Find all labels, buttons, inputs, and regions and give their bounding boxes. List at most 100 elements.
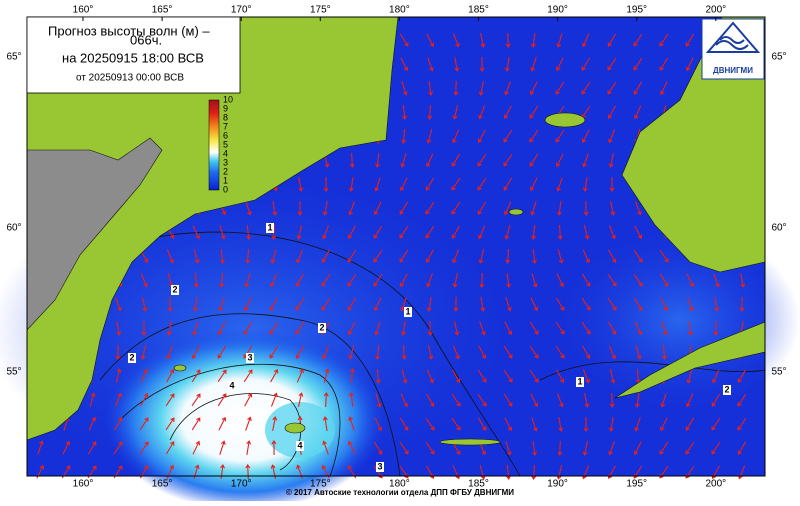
wave-arrow	[530, 57, 537, 72]
wave-arrow	[399, 273, 408, 288]
wave-arrow	[452, 129, 460, 144]
wave-arrow	[270, 249, 277, 264]
wave-arrow	[270, 464, 277, 479]
wave-arrow	[427, 57, 434, 72]
wave-arrow	[192, 440, 201, 455]
contour-label-box	[404, 307, 412, 317]
wave-arrow	[452, 345, 460, 360]
wave-arrow	[529, 369, 539, 383]
wave-arrow	[713, 273, 720, 288]
wave-arrow	[506, 464, 511, 480]
wave-arrow	[479, 56, 485, 72]
wave-arrow	[348, 416, 355, 431]
contour-label-box	[266, 223, 274, 233]
lead-time: 066ч.	[130, 32, 162, 47]
wave-arrow	[426, 393, 435, 407]
wave-arrow	[581, 321, 591, 335]
contour-label-box	[576, 377, 584, 387]
island	[284, 422, 306, 434]
wave-arrow	[659, 33, 669, 47]
wave-arrow	[452, 105, 459, 120]
wave-arrow	[427, 345, 434, 360]
wave-arrow	[425, 441, 435, 455]
contour-label-box	[246, 353, 254, 363]
map-frame	[26, 16, 766, 477]
wave-arrow	[140, 368, 148, 383]
wave-arrow	[477, 417, 487, 431]
wave-arrow	[374, 321, 381, 336]
colorbar-label: 10	[223, 94, 233, 104]
logo-waves	[715, 36, 749, 50]
wave-arrow	[347, 249, 357, 263]
wave-arrow	[609, 392, 615, 408]
wave-arrow	[322, 225, 330, 240]
wave-arrow	[454, 57, 460, 72]
wave-arrow	[374, 417, 383, 432]
wave-arrow	[115, 297, 122, 312]
wave-arrow	[453, 296, 459, 312]
colorbar-label: 0	[223, 184, 228, 194]
contour-label: 2	[319, 322, 324, 332]
valid-time: на 20250915 18:00 ВСВ	[62, 50, 204, 65]
wave-arrow	[399, 201, 409, 215]
wave-arrow	[349, 392, 354, 408]
wave-arrow	[479, 321, 486, 336]
island	[508, 208, 524, 216]
wave-arrow	[62, 440, 71, 455]
wave-arrow	[583, 225, 590, 240]
wave-arrow	[737, 441, 746, 455]
wave-arrow	[478, 225, 486, 240]
wave-arrow	[480, 33, 486, 48]
wave-arrow	[685, 417, 695, 431]
wave-arrow	[167, 296, 173, 312]
wave-arrow	[608, 153, 614, 168]
wave-arrow	[582, 153, 589, 168]
wave-arrow	[425, 201, 435, 215]
wave-arrow	[477, 201, 487, 215]
wave-arrow	[399, 441, 409, 455]
longitude-label: 185°	[468, 5, 489, 16]
colorbar-label: 2	[223, 166, 228, 176]
contour-label-box	[128, 353, 136, 363]
wave-arrow	[633, 57, 643, 71]
high-wave-zone	[105, 330, 385, 506]
wave-arrow	[451, 417, 461, 431]
wave-arrow	[272, 416, 278, 431]
wave-arrow	[400, 153, 407, 168]
wave-arrow	[555, 297, 565, 311]
longitude-label: 175°	[310, 479, 331, 490]
wave-arrow	[608, 129, 616, 144]
wave-arrow	[555, 153, 564, 168]
wave-arrow	[504, 57, 510, 72]
contour-label: 2	[172, 284, 177, 294]
wave-arrow	[582, 345, 591, 359]
wave-arrow	[607, 297, 617, 311]
wave-arrow	[685, 57, 694, 72]
wave-arrow	[529, 345, 539, 359]
wave-arrow	[504, 81, 511, 96]
longitude-label: 175°	[310, 5, 331, 16]
wave-arrow	[581, 129, 590, 144]
colorbar-label: 7	[223, 121, 228, 131]
wave-arrow	[271, 440, 277, 456]
longitude-label: 180°	[389, 479, 410, 490]
wave-arrow	[529, 153, 539, 167]
wave-arrow	[348, 345, 355, 360]
contour-label: 3	[247, 352, 252, 362]
wave-arrow	[582, 441, 588, 456]
wave-arrow	[607, 105, 616, 119]
wave-arrow	[740, 273, 746, 288]
contour-label: 1	[577, 376, 582, 386]
longitude-label: 195°	[626, 5, 647, 16]
wave-arrow	[557, 393, 564, 408]
island	[544, 112, 586, 128]
wave-arrow	[427, 104, 433, 120]
wave-arrow	[555, 57, 564, 72]
wave-arrow	[477, 369, 487, 383]
wave-arrow	[193, 272, 199, 288]
wave-arrow	[532, 440, 538, 456]
wave-arrow	[322, 440, 329, 455]
wave-arrow	[400, 393, 409, 408]
wave-arrow	[297, 392, 304, 407]
wave-arrow	[686, 369, 693, 384]
